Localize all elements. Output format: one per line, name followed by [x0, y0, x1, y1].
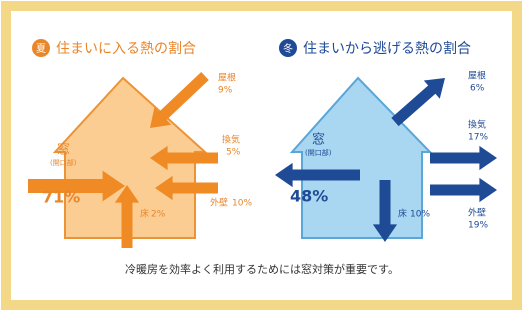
- item-value: 10%: [232, 199, 252, 209]
- item-label: 屋根: [468, 70, 486, 82]
- item-value: 9%: [218, 86, 233, 96]
- item-value: 5%: [226, 148, 241, 158]
- item-label: 換気: [222, 134, 240, 146]
- item-value: 6%: [470, 84, 485, 94]
- window-value: 48%: [290, 187, 328, 206]
- window-label: 窓: [57, 142, 70, 158]
- caption: 冷暖房を効率よく利用するためには窓対策が重要です。: [125, 262, 399, 276]
- item-label: 屋根: [218, 72, 236, 84]
- panel-title: 住まいから逃げる熱の割合: [303, 40, 471, 57]
- window-sublabel: (開口部): [50, 158, 77, 167]
- item-label: 床: [140, 208, 149, 220]
- item-value: 10%: [410, 210, 430, 220]
- item-label: 外壁: [468, 207, 486, 219]
- infographic: 夏 住まいに入る熱の割合 冬 住まいから逃げる熱の割合 窓 (開口部) 71% …: [0, 0, 523, 311]
- item-value: 2%: [151, 210, 166, 220]
- item-label: 換気: [468, 119, 486, 131]
- item-value: 19%: [468, 221, 488, 231]
- badge: 冬: [283, 42, 293, 55]
- window-value: 71%: [42, 188, 80, 207]
- badge: 夏: [36, 43, 46, 55]
- window-sublabel: (開口部): [305, 148, 332, 157]
- item-label: 外壁: [210, 197, 228, 209]
- item-value: 17%: [468, 133, 488, 143]
- item-label: 床: [398, 208, 407, 220]
- window-label: 窓: [312, 132, 325, 148]
- panel-title: 住まいに入る熱の割合: [56, 40, 196, 57]
